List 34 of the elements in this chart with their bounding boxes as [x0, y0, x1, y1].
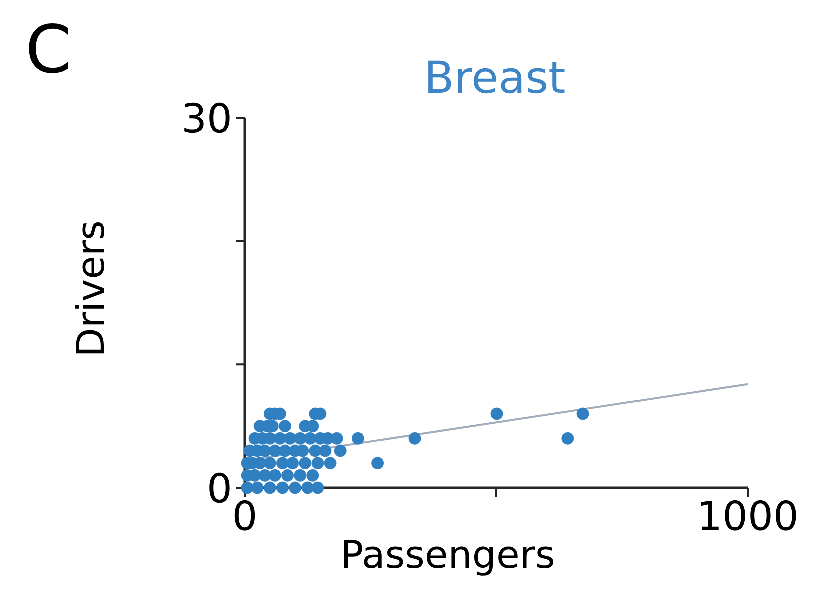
point	[294, 469, 307, 482]
point	[334, 444, 347, 458]
point	[490, 408, 504, 420]
x-tick-label: 1000	[701, 500, 796, 531]
point	[279, 420, 292, 433]
point	[408, 432, 422, 445]
point	[258, 469, 272, 482]
point	[276, 482, 289, 494]
point	[286, 457, 299, 470]
point	[264, 457, 276, 470]
point	[576, 408, 590, 420]
point	[352, 432, 364, 445]
point	[274, 432, 286, 445]
point	[251, 482, 264, 494]
point	[299, 457, 312, 470]
point	[312, 482, 324, 494]
point	[324, 457, 337, 470]
point	[372, 457, 384, 470]
point	[282, 469, 294, 482]
point	[312, 457, 324, 470]
point	[306, 469, 320, 482]
x-axis-title: Passengers	[344, 540, 554, 576]
y-tick-label: 30	[184, 102, 230, 134]
point	[268, 444, 282, 458]
point	[264, 482, 276, 494]
text: C	[29, 24, 68, 74]
point	[276, 457, 289, 470]
point	[289, 482, 302, 494]
y-axis-title: Drivers	[75, 222, 105, 354]
point	[562, 432, 574, 445]
point	[319, 444, 332, 458]
point	[241, 482, 254, 494]
chart-title: Breast	[428, 60, 565, 94]
point	[268, 469, 282, 482]
